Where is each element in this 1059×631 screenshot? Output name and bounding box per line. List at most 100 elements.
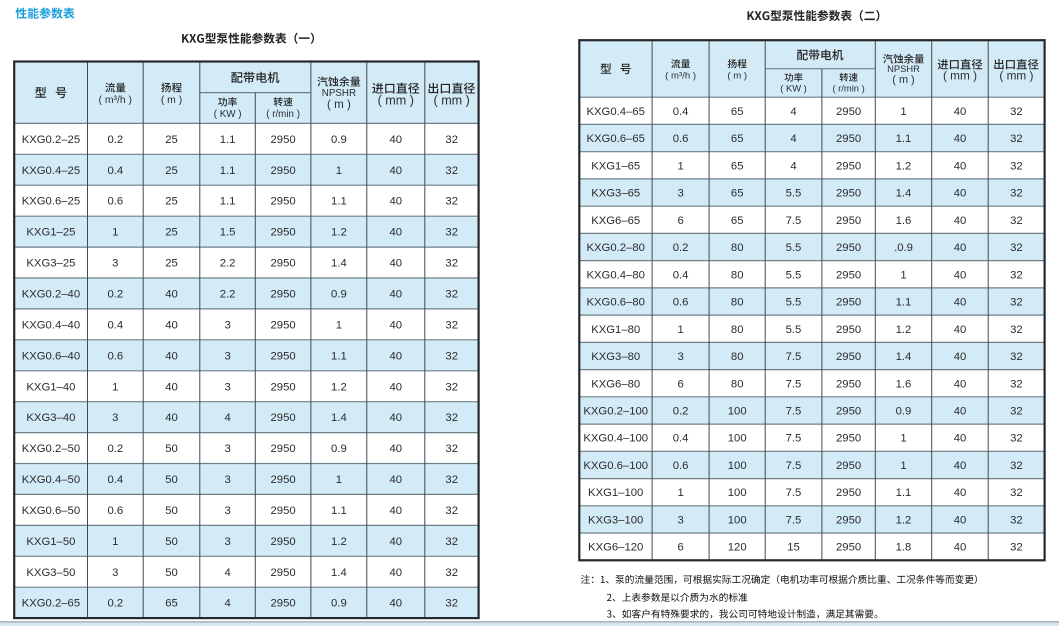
svg-text:0.9: 0.9 [331, 443, 347, 455]
svg-text:7.5: 7.5 [786, 460, 802, 472]
svg-text:.0.9: .0.9 [894, 242, 913, 254]
svg-text:32: 32 [1010, 215, 1023, 227]
svg-text:40: 40 [954, 487, 967, 499]
svg-text:3: 3 [224, 505, 230, 517]
svg-text:1.1: 1.1 [220, 196, 236, 208]
svg-text:2950: 2950 [271, 505, 296, 517]
svg-text:1.1: 1.1 [896, 487, 912, 499]
svg-text:25: 25 [165, 165, 178, 177]
svg-text:32: 32 [445, 165, 458, 177]
svg-text:2950: 2950 [271, 412, 296, 424]
svg-text:2950: 2950 [836, 515, 861, 527]
svg-text:32: 32 [1010, 188, 1023, 200]
svg-text:2950: 2950 [836, 269, 861, 281]
svg-text:32: 32 [445, 412, 458, 424]
svg-text:1: 1 [900, 460, 906, 472]
svg-text:0.6: 0.6 [107, 505, 123, 517]
svg-text:32: 32 [445, 474, 458, 486]
svg-text:( m³/h ): ( m³/h ) [99, 95, 132, 106]
svg-text:40: 40 [390, 319, 403, 331]
svg-text:( r/min ): ( r/min ) [832, 82, 864, 93]
svg-text:80: 80 [731, 297, 744, 309]
svg-text:0.6: 0.6 [107, 196, 123, 208]
svg-text:5.5: 5.5 [786, 269, 802, 281]
svg-text:0.4: 0.4 [107, 165, 123, 177]
svg-text:32: 32 [445, 381, 458, 393]
svg-text:40: 40 [390, 536, 403, 548]
svg-text:32: 32 [1010, 242, 1023, 254]
svg-text:50: 50 [165, 536, 178, 548]
svg-text:0.9: 0.9 [896, 406, 912, 418]
svg-text:0.6: 0.6 [107, 350, 123, 362]
svg-text:25: 25 [165, 258, 178, 270]
svg-text:4: 4 [790, 133, 796, 145]
svg-text:0.2: 0.2 [107, 598, 123, 610]
svg-text:1: 1 [112, 536, 118, 548]
svg-text:1: 1 [677, 160, 683, 172]
svg-text:32: 32 [1010, 406, 1023, 418]
svg-text:40: 40 [390, 412, 403, 424]
svg-text:1.1: 1.1 [331, 505, 347, 517]
svg-text:7.5: 7.5 [786, 378, 802, 390]
svg-text:7.5: 7.5 [786, 487, 802, 499]
svg-text:0.6: 0.6 [673, 133, 689, 145]
svg-text:1.2: 1.2 [331, 381, 347, 393]
svg-text:25: 25 [165, 134, 178, 146]
svg-text:1: 1 [112, 227, 118, 239]
svg-text:( mm ): ( mm ) [434, 93, 470, 107]
svg-text:40: 40 [390, 227, 403, 239]
svg-text:2950: 2950 [271, 319, 296, 331]
svg-text:80: 80 [731, 378, 744, 390]
svg-text:40: 40 [165, 319, 178, 331]
svg-text:NPSHR: NPSHR [887, 63, 920, 74]
svg-text:1: 1 [336, 165, 342, 177]
svg-text:2950: 2950 [271, 350, 296, 362]
svg-text:2950: 2950 [271, 289, 296, 301]
svg-text:40: 40 [954, 542, 967, 554]
svg-text:1: 1 [900, 433, 906, 445]
svg-text:KXG0.6–50: KXG0.6–50 [22, 505, 80, 517]
svg-text:40: 40 [390, 350, 403, 362]
svg-text:15: 15 [787, 542, 800, 554]
svg-text:1.4: 1.4 [331, 567, 347, 579]
svg-text:32: 32 [1010, 324, 1023, 336]
svg-text:2950: 2950 [836, 351, 861, 363]
svg-text:32: 32 [1010, 515, 1023, 527]
svg-text:1.8: 1.8 [896, 542, 912, 554]
svg-text:3: 3 [224, 536, 230, 548]
svg-text:40: 40 [954, 242, 967, 254]
svg-text:3: 3 [224, 474, 230, 486]
svg-text:2950: 2950 [271, 598, 296, 610]
svg-text:6: 6 [677, 542, 683, 554]
svg-text:40: 40 [954, 297, 967, 309]
svg-text:0.2: 0.2 [107, 289, 123, 301]
svg-text:2950: 2950 [271, 196, 296, 208]
svg-text:KXG0.4–65: KXG0.4–65 [586, 106, 644, 118]
svg-text:1.6: 1.6 [896, 378, 912, 390]
svg-text:32: 32 [1010, 351, 1023, 363]
svg-text:KXG0.2–40: KXG0.2–40 [22, 289, 80, 301]
svg-text:2950: 2950 [836, 242, 861, 254]
svg-text:40: 40 [954, 215, 967, 227]
svg-text:2950: 2950 [836, 297, 861, 309]
svg-text:3: 3 [677, 515, 683, 527]
svg-text:100: 100 [728, 460, 747, 472]
svg-text:2.2: 2.2 [220, 258, 236, 270]
svg-text:1: 1 [677, 487, 683, 499]
svg-text:2950: 2950 [836, 133, 861, 145]
svg-text:7.5: 7.5 [786, 215, 802, 227]
svg-text:3: 3 [224, 319, 230, 331]
svg-text:1: 1 [677, 324, 683, 336]
svg-text:40: 40 [954, 324, 967, 336]
svg-text:0.2: 0.2 [107, 443, 123, 455]
svg-text:KXG1–50: KXG1–50 [26, 536, 75, 548]
svg-text:5.5: 5.5 [786, 324, 802, 336]
svg-text:3: 3 [112, 412, 118, 424]
svg-text:2950: 2950 [836, 106, 861, 118]
svg-text:2950: 2950 [836, 406, 861, 418]
svg-text:40: 40 [165, 350, 178, 362]
svg-text:0.6: 0.6 [673, 297, 689, 309]
svg-text:KXG3–100: KXG3–100 [588, 515, 643, 527]
svg-text:4: 4 [790, 106, 796, 118]
svg-text:2950: 2950 [271, 474, 296, 486]
